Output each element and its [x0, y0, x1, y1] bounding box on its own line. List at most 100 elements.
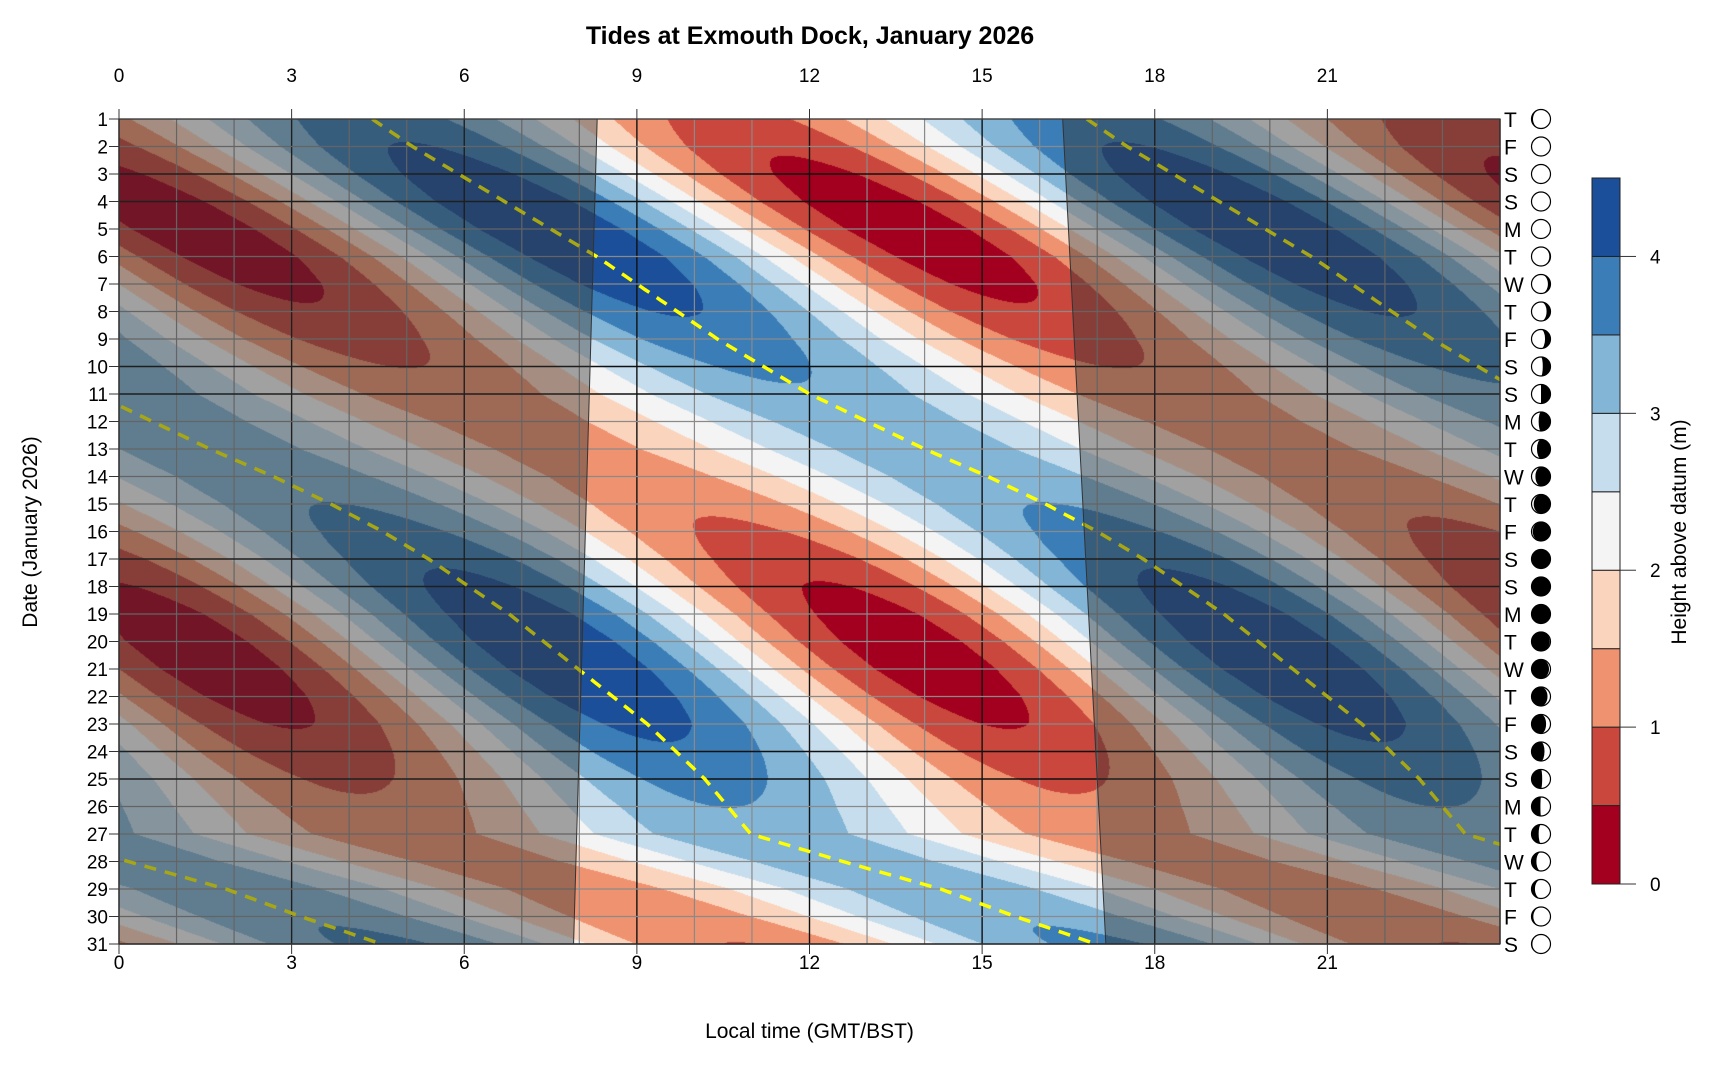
- weekday-letter: W: [1504, 274, 1524, 297]
- moon-phase-icon: [1530, 246, 1552, 267]
- moon-shadow: [1532, 522, 1551, 541]
- y-tick-label: 16: [87, 523, 108, 544]
- weekday-letter: S: [1504, 769, 1518, 792]
- moon-phase-icon: [1530, 356, 1552, 377]
- weekday-letter: T: [1504, 687, 1517, 710]
- weekday-letter: S: [1504, 192, 1518, 215]
- y-tick-label: 31: [87, 935, 108, 956]
- high-water-line: [1085, 119, 1500, 382]
- moon-shadow: [1541, 384, 1551, 404]
- colorbar-tick-label: 0: [1650, 875, 1661, 896]
- moon-shadow: [1531, 577, 1551, 596]
- moon-phase-icon: [1530, 658, 1552, 680]
- colorbar-swatch: [1591, 726, 1621, 807]
- weekday-letter: T: [1504, 879, 1517, 902]
- y-tick-label: 13: [87, 440, 108, 461]
- moon-shadow: [1531, 687, 1548, 706]
- y-tick-label: 7: [97, 275, 108, 296]
- moon-phase-icon: [1530, 163, 1552, 185]
- moon-phase-icon: [1530, 218, 1552, 240]
- moon-shadow: [1531, 714, 1547, 734]
- moon-phase-icon: [1530, 438, 1552, 460]
- y-tick-label: 29: [87, 880, 108, 901]
- moon-phase-icon: [1530, 851, 1552, 872]
- moon-shadow: [1531, 659, 1550, 679]
- y-tick-label: 25: [87, 770, 108, 791]
- moon-phase-icon: [1530, 906, 1552, 927]
- x-tick-label-top: 15: [972, 66, 993, 87]
- moon-phase-icon: [1530, 466, 1552, 487]
- moon-phase-icon: [1530, 273, 1552, 295]
- moon-shadow: [1531, 852, 1541, 871]
- moon-disc: [1530, 163, 1552, 185]
- moon-phase-icon: [1530, 576, 1552, 597]
- weekday-letter: S: [1504, 577, 1518, 600]
- moon-shadow: [1531, 742, 1545, 761]
- colorbar-tick-label: 1: [1650, 718, 1661, 739]
- moon-phase-icon: [1530, 136, 1552, 157]
- moon-phase-icon: [1530, 521, 1552, 542]
- night-shade-morning: [118, 118, 598, 945]
- x-tick-label-bottom: 3: [286, 953, 297, 974]
- weekday-letter: F: [1504, 522, 1517, 545]
- x-tick-label-top: 9: [632, 66, 643, 87]
- moon-phase-icon: [1530, 191, 1552, 212]
- moon-phase-icon: [1530, 548, 1552, 570]
- moon-phase-icon: [1530, 411, 1552, 432]
- night-shade-evening: [1062, 118, 1501, 945]
- moon-phase-icon: [1530, 108, 1552, 130]
- y-tick-label: 12: [87, 413, 108, 434]
- weekday-letter: W: [1504, 852, 1524, 875]
- colorbar-swatch: [1591, 648, 1621, 728]
- moon-shadow: [1531, 632, 1550, 651]
- x-tick-label-top: 12: [799, 66, 820, 87]
- x-tick-label-bottom: 15: [972, 953, 993, 974]
- moon-shadow: [1531, 769, 1543, 789]
- colorbar-tick-label: 4: [1650, 247, 1661, 268]
- colorbar-swatch: [1591, 412, 1621, 493]
- colorbar-swatch: [1591, 805, 1621, 885]
- weekday-letter: S: [1504, 742, 1518, 765]
- moon-shadow: [1541, 302, 1551, 321]
- weekday-letter: F: [1504, 329, 1517, 352]
- weekday-letter: T: [1504, 247, 1517, 270]
- moon-disc: [1530, 191, 1552, 212]
- y-tick-label: 18: [87, 578, 108, 599]
- moon-shadow: [1531, 879, 1541, 899]
- y-tick-label: 23: [87, 715, 108, 736]
- weekday-letter: T: [1504, 824, 1517, 847]
- moon-phase-icon: [1530, 686, 1552, 707]
- x-tick-label-top: 6: [459, 66, 470, 87]
- moon-phase-icon: [1530, 493, 1552, 515]
- x-tick-label-bottom: 21: [1317, 953, 1338, 974]
- moon-phase-icon: [1530, 301, 1552, 322]
- colorbar-swatch: [1591, 569, 1621, 650]
- weekday-letter: F: [1504, 137, 1517, 160]
- y-tick-label: 9: [97, 330, 108, 351]
- y-tick-label: 19: [87, 605, 108, 626]
- weekday-letter: W: [1504, 659, 1524, 682]
- y-tick-label: 28: [87, 853, 108, 874]
- weekday-letter: M: [1504, 797, 1522, 820]
- weekday-letter: M: [1504, 219, 1522, 242]
- moon-phase-icon: [1530, 603, 1552, 625]
- colorbar-label: Height above datum (m): [1668, 419, 1691, 645]
- weekday-letter: T: [1504, 494, 1517, 517]
- colorbar-swatch: [1591, 255, 1621, 336]
- y-tick-label: 15: [87, 495, 108, 516]
- x-tick-label-bottom: 18: [1144, 953, 1165, 974]
- weekday-letter: S: [1504, 549, 1518, 572]
- weekday-letter: T: [1504, 302, 1517, 325]
- moon-phase-icon: [1530, 796, 1552, 817]
- moon-phase-icon: [1530, 933, 1552, 955]
- colorbar-tick-label: 3: [1650, 404, 1661, 425]
- moon-shadow: [1541, 274, 1551, 294]
- y-tick-label: 5: [97, 220, 108, 241]
- moon-shadow: [1531, 797, 1541, 816]
- moon-shadow: [1533, 494, 1551, 514]
- weekday-letter: M: [1504, 412, 1522, 435]
- moon-phase-icon: [1530, 823, 1552, 845]
- weekday-letter: T: [1504, 109, 1517, 132]
- y-tick-label: 1: [97, 110, 108, 131]
- x-tick-label-top: 21: [1317, 66, 1338, 87]
